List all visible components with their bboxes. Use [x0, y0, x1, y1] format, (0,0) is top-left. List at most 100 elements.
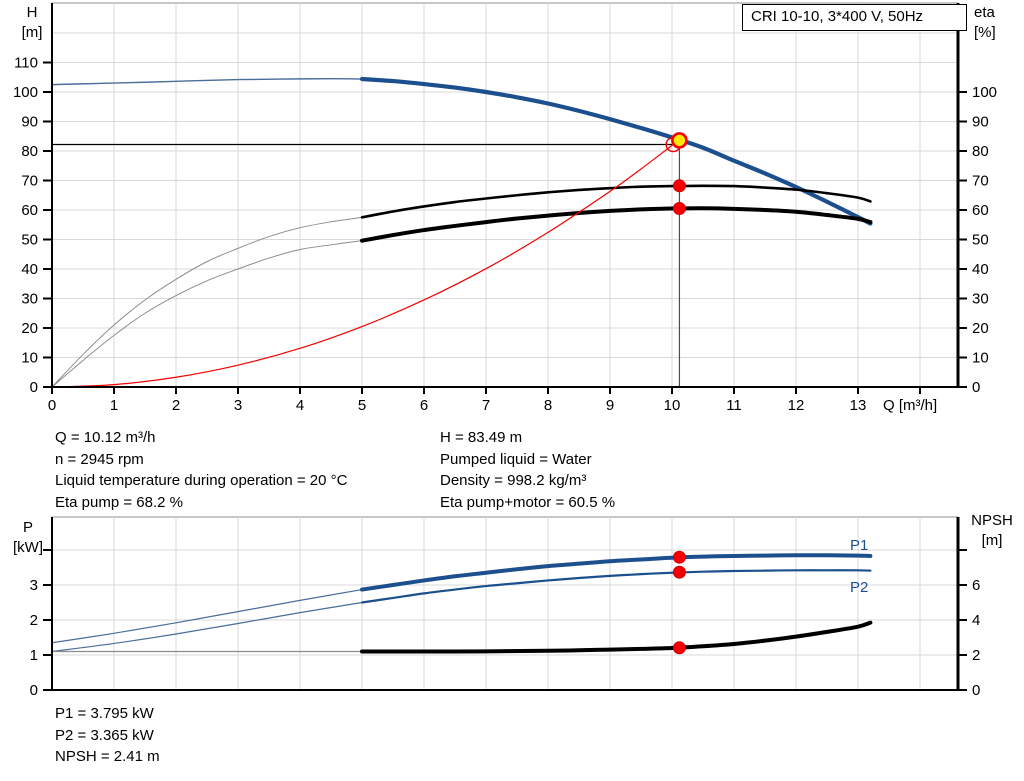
qh-tick-labels: 0102030405060708090100110010203040506070… [13, 55, 997, 415]
svg-text:0: 0 [972, 682, 980, 699]
svg-text:80: 80 [972, 143, 989, 160]
svg-text:50: 50 [972, 232, 989, 249]
svg-text:13: 13 [850, 397, 867, 414]
svg-text:70: 70 [972, 173, 989, 190]
p-axis-title-unit: [kW] [13, 539, 43, 556]
svg-text:10: 10 [972, 350, 989, 367]
eta-pump-low-flow [51, 216, 363, 388]
svg-text:2: 2 [972, 647, 980, 664]
h-axis-title: H [m] [10, 3, 54, 43]
eta-pump-duty-dot [672, 179, 686, 193]
svg-text:110: 110 [14, 55, 38, 72]
svg-text:10: 10 [664, 397, 681, 414]
npsh-axis-title-unit: [m] [981, 532, 1003, 549]
svg-text:1: 1 [110, 397, 118, 414]
svg-text:3: 3 [234, 397, 242, 414]
svg-text:1: 1 [30, 647, 38, 664]
eta-pump-motor [360, 206, 873, 243]
eta-pump-motor-low-flow [51, 240, 363, 388]
info-eta-pump-motor: Eta pump+motor = 60.5 % [440, 494, 616, 512]
svg-text:30: 30 [21, 291, 38, 308]
info-p1: P1 = 3.795 kW [55, 705, 154, 722]
svg-text:2: 2 [172, 397, 180, 414]
p2-duty-dot [672, 565, 686, 579]
svg-text:2: 2 [30, 612, 38, 629]
h-axis-title-unit: [m] [21, 24, 43, 41]
p-axis-title: P [kW] [4, 518, 52, 558]
pump-title-box: CRI 10-10, 3*400 V, 50Hz [742, 4, 967, 31]
svg-text:100: 100 [972, 84, 997, 101]
svg-text:100: 100 [13, 84, 38, 101]
info-liquid-temperature: Liquid temperature during operation = 20… [55, 472, 348, 490]
svg-text:60: 60 [972, 202, 989, 219]
svg-text:0: 0 [972, 379, 980, 396]
h-axis-title-symbol: H [26, 4, 38, 21]
system-curve [51, 142, 676, 388]
svg-text:70: 70 [21, 173, 38, 190]
svg-text:40: 40 [21, 261, 38, 278]
svg-text:4: 4 [972, 612, 980, 629]
svg-text:6: 6 [420, 397, 428, 414]
svg-text:8: 8 [544, 397, 552, 414]
svg-text:0: 0 [30, 682, 38, 699]
eta-pump [360, 184, 872, 219]
power-npsh-chart: 0 1 2 3 0 2 4 6 [30, 516, 980, 699]
npsh-curve [360, 620, 873, 654]
p1-low-flow [51, 588, 363, 644]
info-flow: Q = 10.12 m³/h [55, 429, 156, 446]
info-npsh: NPSH = 2.41 m [55, 748, 160, 766]
svg-text:12: 12 [788, 397, 805, 414]
eta-axis-title-symbol: eta [974, 4, 995, 21]
svg-text:90: 90 [21, 114, 38, 131]
p1-curve [360, 553, 873, 592]
info-head: H = 83.49 m [440, 429, 523, 446]
duty-point [671, 132, 688, 149]
svg-text:0: 0 [48, 397, 56, 414]
svg-text:4: 4 [296, 397, 304, 414]
svg-text:80: 80 [21, 143, 38, 160]
p-axis-title-symbol: P [22, 519, 33, 536]
duty-info-left-column: Q = 10.12 m³/h n = 2945 rpm Liquid tempe… [55, 427, 347, 514]
svg-text:6: 6 [972, 577, 980, 594]
svg-text:60: 60 [21, 202, 38, 219]
info-density: Density = 998.2 kg/m³ [440, 472, 587, 490]
info-eta-pump: Eta pump = 68.2 % [55, 494, 183, 512]
qh-grid [52, 3, 958, 387]
svg-text:20: 20 [972, 320, 989, 337]
power-npsh-grid [52, 517, 958, 690]
eta-axis-title: eta [%] [974, 3, 1020, 43]
power-npsh-tick-labels: 0 1 2 3 0 2 4 6 [30, 549, 980, 699]
qh-curve [359, 76, 873, 226]
result-info-column: P1 = 3.795 kW P2 = 3.365 kW NPSH = 2.41 … [55, 703, 160, 768]
svg-text:5: 5 [358, 397, 366, 414]
svg-text:3: 3 [30, 577, 38, 594]
info-speed: n = 2945 rpm [55, 450, 144, 468]
svg-text:50: 50 [21, 232, 38, 249]
svg-text:11: 11 [726, 397, 742, 414]
p2-low-flow [51, 601, 363, 653]
npsh-axis-title: NPSH [m] [962, 511, 1022, 551]
svg-text:90: 90 [972, 114, 989, 131]
p1-duty-dot [672, 550, 686, 564]
svg-text:9: 9 [606, 397, 614, 414]
svg-text:10: 10 [21, 350, 38, 367]
qh-chart: 0102030405060708090100110010203040506070… [13, 2, 997, 415]
q-axis-title: Q [m³/h] [883, 397, 938, 414]
duty-info-right-column: H = 83.49 m Pumped liquid = Water Densit… [440, 427, 615, 514]
info-p2: P2 = 3.365 kW [55, 726, 154, 744]
info-pumped-liquid: Pumped liquid = Water [440, 450, 592, 468]
p1-curve-label: P1 [850, 537, 869, 554]
p2-curve [360, 569, 872, 604]
npsh-duty-dot [672, 641, 686, 655]
npsh-axis-title-symbol: NPSH [971, 512, 1013, 529]
svg-text:40: 40 [972, 261, 989, 278]
p2-curve-label: P2 [850, 579, 869, 596]
svg-text:0: 0 [30, 379, 38, 396]
svg-text:30: 30 [972, 291, 989, 308]
svg-text:7: 7 [482, 397, 490, 414]
eta-pump-motor-duty-dot [672, 202, 686, 215]
eta-axis-title-unit: [%] [974, 24, 996, 41]
svg-text:20: 20 [21, 320, 38, 337]
qh-curve-low-flow [51, 78, 363, 86]
